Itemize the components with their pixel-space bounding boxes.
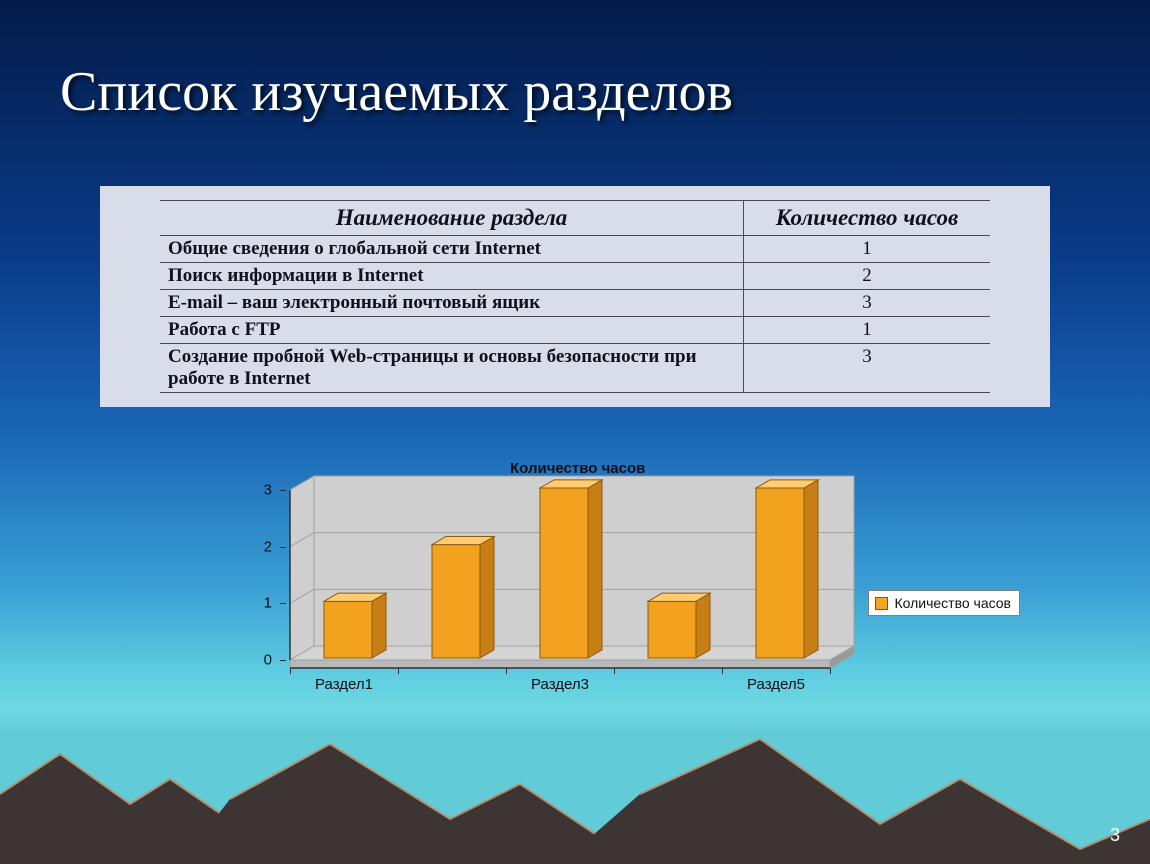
cell-hours: 1 [744,317,991,344]
cell-name: Создание пробной Web-страницы и основы б… [160,344,744,393]
table-row: Общие сведения о глобальной сети Interne… [160,236,990,263]
legend-label: Количество часов [894,595,1011,611]
sections-table-container: Наименование раздела Количество часов Об… [100,186,1050,407]
slide-title: Список изучаемых разделов [60,60,733,124]
cell-name: Поиск информации в Internet [160,263,744,290]
legend-swatch-icon [875,597,888,610]
mountains-decoration [0,684,1150,864]
cell-hours: 3 [744,344,991,393]
y-axis: 0123 [240,485,280,665]
sections-table: Наименование раздела Количество часов Об… [160,200,990,393]
chart-legend: Количество часов [868,590,1020,616]
table-row: Создание пробной Web-страницы и основы б… [160,344,990,393]
cell-hours: 1 [744,236,991,263]
cell-hours: 2 [744,263,991,290]
y-tick-label: 3 [264,482,272,499]
cell-hours: 3 [744,290,991,317]
hours-bar-chart: Количество часов 0123 Раздел1Раздел3Разд… [240,460,960,710]
cell-name: Общие сведения о глобальной сети Interne… [160,236,744,263]
table-row: Поиск информации в Internet2 [160,263,990,290]
col-header-name: Наименование раздела [160,201,744,236]
chart-title: Количество часов [510,460,645,477]
slide: Список изучаемых разделов Наименование р… [0,0,1150,864]
cell-name: E-mail – ваш электронный почтовый ящик [160,290,744,317]
col-header-hours: Количество часов [744,201,991,236]
page-number: 3 [1110,825,1120,846]
y-tick-label: 2 [264,538,272,555]
y-tick-label: 0 [264,652,272,669]
table-row: Работа с FTP1 [160,317,990,344]
y-tick-label: 1 [264,595,272,612]
chart-plot-area [290,480,830,690]
cell-name: Работа с FTP [160,317,744,344]
table-row: E-mail – ваш электронный почтовый ящик3 [160,290,990,317]
